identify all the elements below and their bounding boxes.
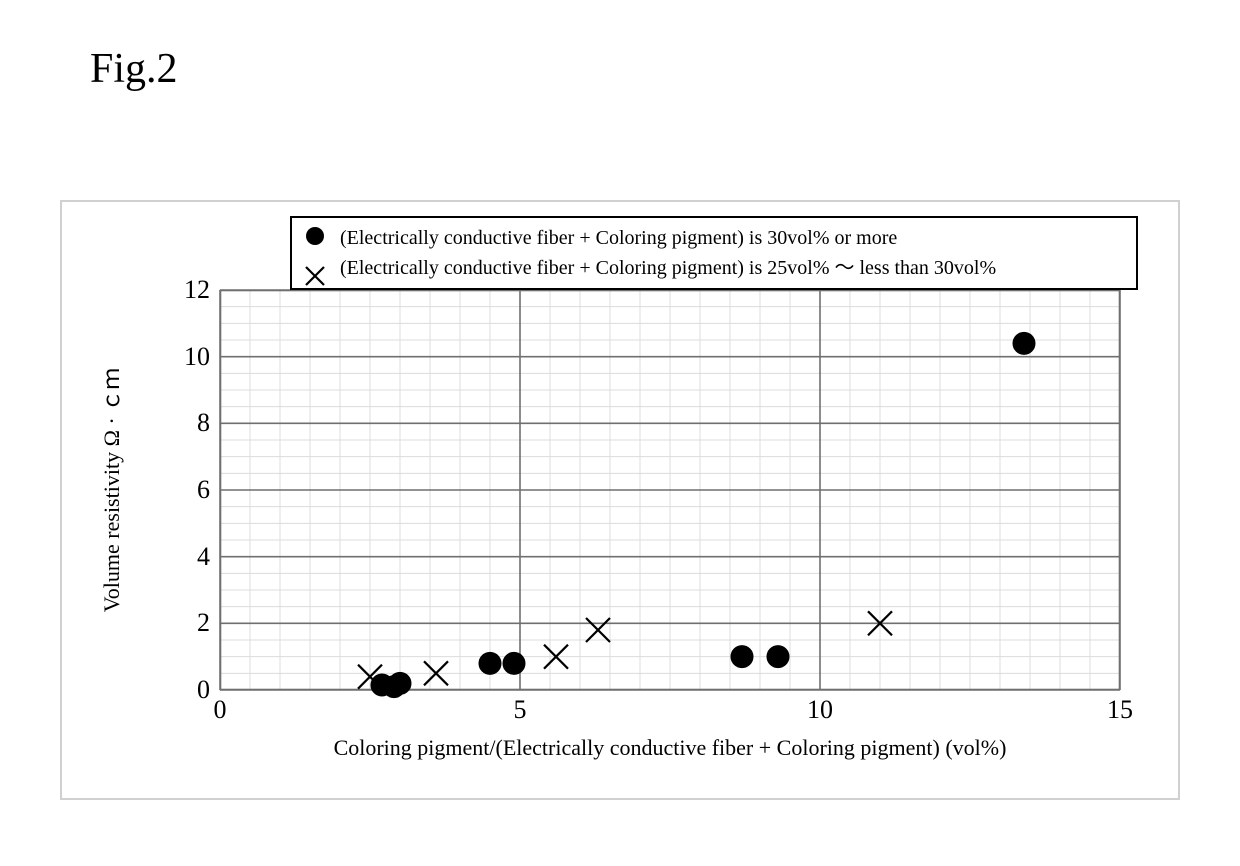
y-tick-label: 8: [170, 408, 210, 438]
series-series_30plus: [371, 332, 1035, 697]
x-tick-label: 10: [807, 695, 833, 725]
y-tick-label: 10: [170, 342, 210, 372]
legend: (Electrically conductive fiber + Colorin…: [290, 216, 1138, 290]
y-tick-label: 0: [170, 675, 210, 705]
plot-svg: [220, 290, 1120, 690]
x-tick-label: 5: [514, 695, 527, 725]
x-tick-label: 15: [1107, 695, 1133, 725]
legend-item: (Electrically conductive fiber + Colorin…: [300, 222, 1128, 252]
legend-item: (Electrically conductive fiber + Colorin…: [300, 252, 1128, 282]
page: Fig.2 Volume resistivity Ω · ｃｍ Coloring…: [0, 0, 1240, 866]
x-tick-label: 0: [214, 695, 227, 725]
legend-symbol-x: [300, 254, 340, 278]
y-tick-label: 12: [170, 275, 210, 305]
y-tick-label: 2: [170, 608, 210, 638]
plot-area: [220, 290, 1120, 690]
legend-label: (Electrically conductive fiber + Colorin…: [340, 254, 1128, 280]
figure-title: Fig.2: [90, 45, 178, 93]
x-axis-label: Coloring pigment/(Electrically conductiv…: [220, 735, 1120, 761]
legend-symbol-circle: [300, 224, 340, 248]
y-axis-label: Volume resistivity Ω · ｃｍ: [94, 368, 126, 613]
y-tick-label: 4: [170, 542, 210, 572]
legend-label: (Electrically conductive fiber + Colorin…: [340, 224, 1128, 250]
y-tick-label: 6: [170, 475, 210, 505]
